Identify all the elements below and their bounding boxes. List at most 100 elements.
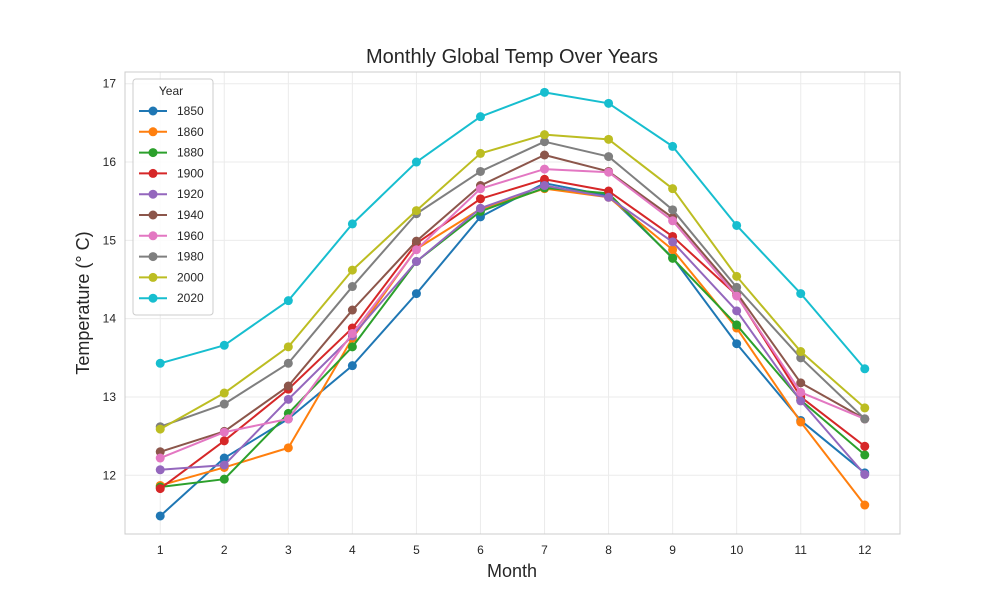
data-point bbox=[604, 186, 614, 196]
series-line-1860 bbox=[159, 187, 866, 506]
data-point bbox=[283, 414, 293, 424]
data-point bbox=[219, 436, 229, 446]
data-point bbox=[860, 414, 870, 424]
series-2000 bbox=[155, 130, 870, 434]
legend-label: 1940 bbox=[177, 208, 204, 222]
data-point bbox=[347, 265, 357, 275]
data-point bbox=[732, 306, 742, 316]
legend-item: 1850 bbox=[139, 104, 204, 118]
legend-swatch-marker bbox=[148, 272, 158, 282]
x-tick-label: 9 bbox=[669, 543, 676, 557]
data-point bbox=[540, 181, 550, 191]
chart-title: Monthly Global Temp Over Years bbox=[366, 46, 658, 68]
data-point bbox=[796, 289, 806, 299]
data-point bbox=[860, 500, 870, 510]
legend-label: 2020 bbox=[177, 291, 204, 305]
data-point bbox=[604, 167, 614, 177]
legend-label: 1860 bbox=[177, 125, 204, 139]
data-point bbox=[283, 296, 293, 306]
data-point bbox=[540, 174, 550, 184]
series-1980 bbox=[155, 137, 870, 432]
data-point bbox=[155, 424, 165, 434]
legend-item: 1860 bbox=[139, 125, 204, 139]
data-point bbox=[796, 387, 806, 397]
data-point bbox=[347, 361, 357, 371]
data-point bbox=[155, 453, 165, 463]
y-tick-label: 13 bbox=[103, 390, 117, 404]
data-point bbox=[475, 194, 485, 204]
data-point bbox=[668, 216, 678, 226]
data-point bbox=[283, 358, 293, 368]
series-line-2000 bbox=[159, 133, 866, 430]
data-point bbox=[219, 427, 229, 437]
data-point bbox=[283, 381, 293, 391]
x-tick-label: 1 bbox=[157, 543, 164, 557]
legend-swatch-marker bbox=[148, 168, 158, 178]
data-point bbox=[475, 203, 485, 213]
data-point bbox=[347, 329, 357, 339]
legend-swatch-marker bbox=[148, 293, 158, 303]
data-point bbox=[347, 282, 357, 292]
data-point bbox=[475, 148, 485, 158]
legend-title: Year bbox=[159, 84, 183, 98]
data-point bbox=[860, 364, 870, 374]
data-point bbox=[732, 291, 742, 301]
data-point bbox=[219, 460, 229, 470]
data-point bbox=[732, 282, 742, 292]
legend: Year 1850 1860 1880 1900 1920 1940 1960 1980 200… bbox=[132, 78, 214, 316]
series-line-1850 bbox=[159, 182, 866, 517]
legend-label: 2000 bbox=[177, 270, 204, 284]
legend-label: 1980 bbox=[177, 250, 204, 264]
legend-swatch-marker bbox=[148, 148, 158, 158]
data-point bbox=[732, 220, 742, 230]
legend-label: 1880 bbox=[177, 146, 204, 160]
data-point bbox=[155, 358, 165, 368]
data-point bbox=[219, 399, 229, 409]
legend-items: 1850 1860 1880 1900 1920 1940 1960 1980 2000 2020 bbox=[139, 104, 204, 305]
data-point bbox=[604, 134, 614, 144]
data-point bbox=[283, 394, 293, 404]
data-point bbox=[796, 417, 806, 427]
x-tick-label: 2 bbox=[221, 543, 228, 557]
series-line-1900 bbox=[159, 178, 866, 490]
data-point bbox=[411, 206, 421, 216]
data-point bbox=[668, 245, 678, 255]
data-point bbox=[668, 141, 678, 151]
data-point bbox=[604, 152, 614, 162]
data-point bbox=[540, 164, 550, 174]
data-point bbox=[155, 465, 165, 475]
series-line-1920 bbox=[160, 184, 866, 476]
data-point bbox=[540, 87, 550, 97]
series-1960 bbox=[155, 164, 870, 463]
data-point bbox=[475, 112, 485, 122]
data-point bbox=[540, 137, 550, 147]
x-tick-label: 8 bbox=[605, 543, 612, 557]
data-point bbox=[732, 339, 742, 349]
series-line-2020 bbox=[159, 91, 866, 370]
data-point bbox=[604, 98, 614, 108]
data-point bbox=[411, 256, 421, 266]
data-point bbox=[283, 342, 293, 352]
data-point bbox=[347, 305, 357, 315]
legend-item: 1960 bbox=[139, 229, 204, 243]
x-tick-label: 7 bbox=[541, 543, 548, 557]
data-point bbox=[540, 130, 550, 140]
data-point bbox=[796, 353, 806, 363]
series-line-1980 bbox=[159, 140, 866, 428]
y-tick-label: 12 bbox=[103, 468, 117, 482]
data-point bbox=[796, 378, 806, 388]
data-point bbox=[668, 237, 678, 247]
series-1850 bbox=[155, 178, 870, 521]
legend-label: 1850 bbox=[177, 104, 204, 118]
data-point bbox=[604, 192, 614, 202]
data-point bbox=[668, 253, 678, 263]
data-point bbox=[219, 474, 229, 484]
series-lines bbox=[155, 87, 870, 521]
legend-swatch-marker bbox=[148, 106, 158, 116]
legend-item: 1980 bbox=[139, 250, 204, 264]
data-point bbox=[796, 396, 806, 406]
legend-label: 1920 bbox=[177, 187, 204, 201]
legend-swatch-marker bbox=[148, 252, 158, 262]
